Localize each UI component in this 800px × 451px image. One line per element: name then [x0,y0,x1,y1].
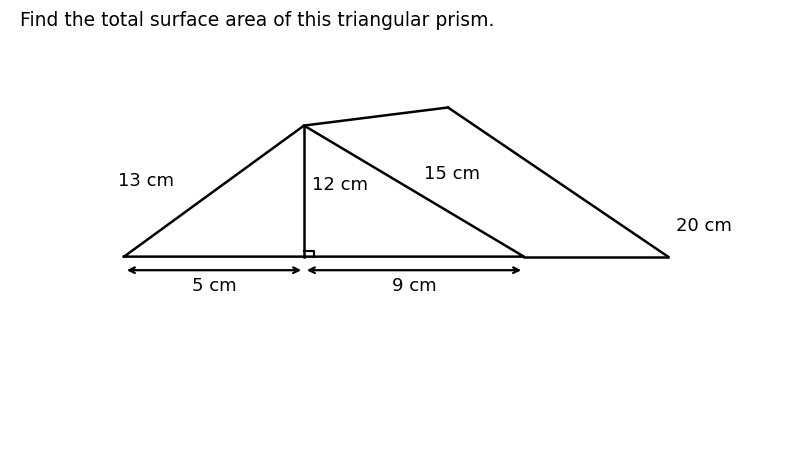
Text: 15 cm: 15 cm [424,165,480,183]
Text: 5 cm: 5 cm [192,276,237,294]
Text: 9 cm: 9 cm [392,276,437,294]
Text: Find the total surface area of this triangular prism.: Find the total surface area of this tria… [20,11,494,30]
Text: 12 cm: 12 cm [312,176,368,194]
Text: 13 cm: 13 cm [118,171,174,189]
Text: 20 cm: 20 cm [676,216,732,235]
